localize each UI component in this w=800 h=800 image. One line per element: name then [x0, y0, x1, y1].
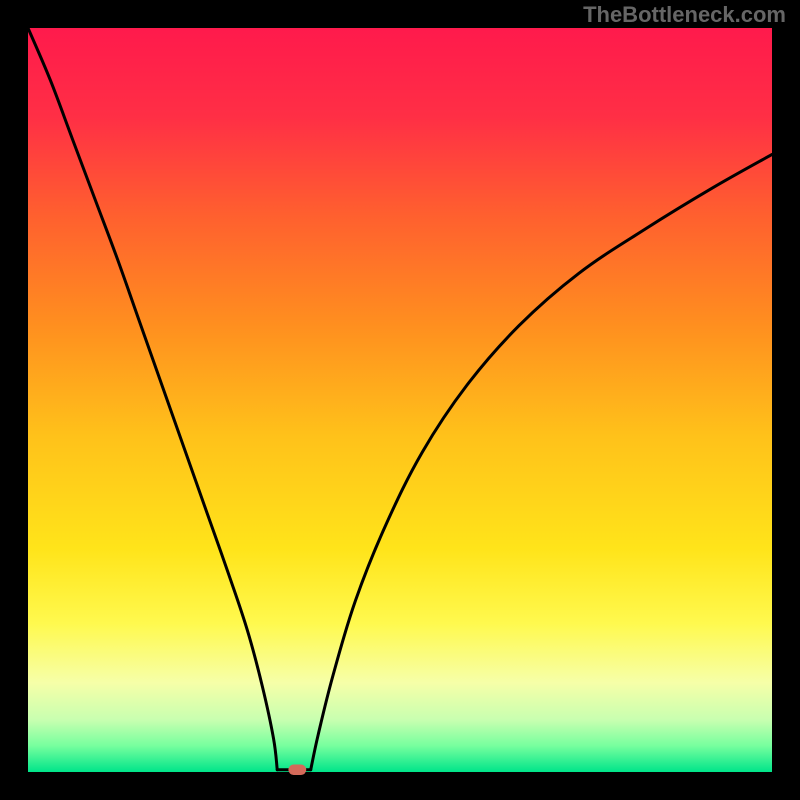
- plot-background: [28, 28, 772, 772]
- bottleneck-chart: [0, 0, 800, 800]
- sweet-spot-marker: [288, 765, 306, 775]
- watermark-text: TheBottleneck.com: [583, 2, 786, 28]
